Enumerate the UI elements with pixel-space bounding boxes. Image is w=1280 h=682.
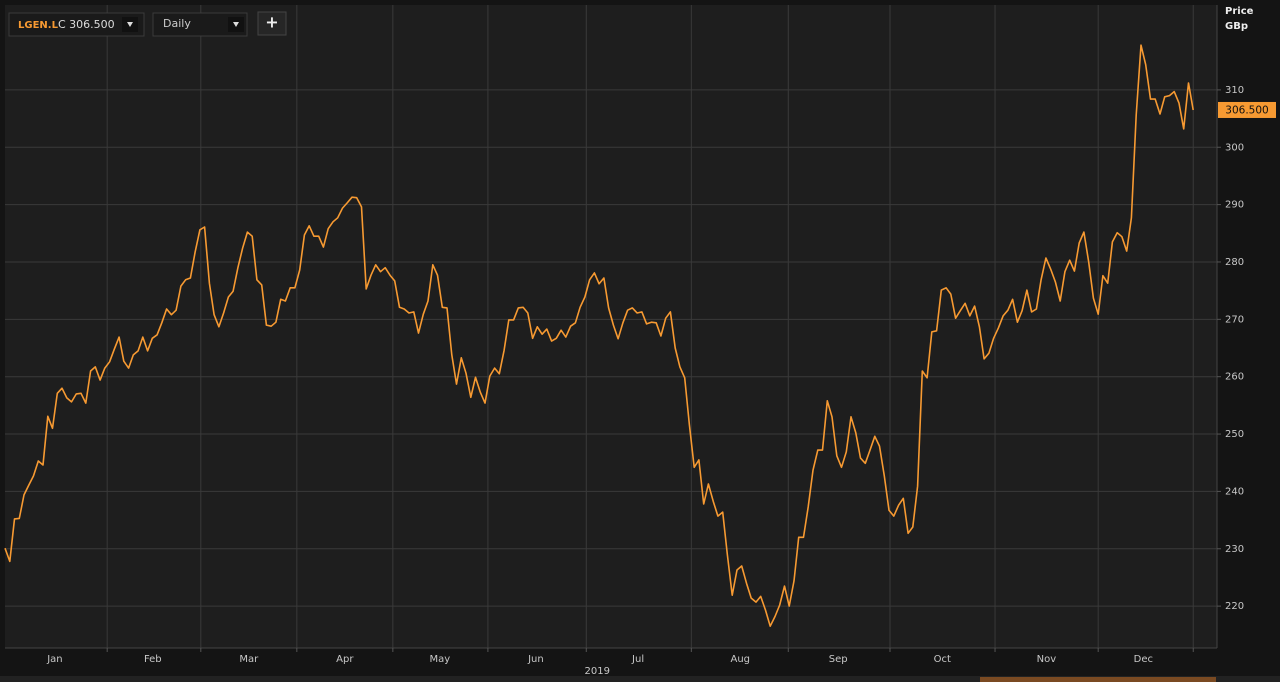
x-axis-label: 2019 <box>584 666 609 677</box>
y-tick-label: 280 <box>1225 257 1244 268</box>
x-tick-label: May <box>430 654 451 665</box>
grid <box>5 5 1217 648</box>
y-axis-title: Price <box>1225 6 1254 17</box>
y-tick-label: 310 <box>1225 85 1244 96</box>
close: C 306.500 <box>58 18 115 31</box>
x-tick-label: Sep <box>829 654 848 665</box>
x-tick-label: Dec <box>1134 654 1153 665</box>
x-tick-label: Oct <box>934 654 951 665</box>
x-tick-label: Feb <box>144 654 162 665</box>
y-tick-label: 240 <box>1225 486 1244 497</box>
add-label: + <box>265 13 278 32</box>
y-tick-label: 270 <box>1225 314 1244 325</box>
interval: Daily <box>163 17 191 30</box>
x-tick-label: Aug <box>731 654 751 665</box>
dropdown-arrow <box>233 22 239 27</box>
dropdown-arrow <box>127 22 133 27</box>
x-tick-label: Jul <box>631 654 644 665</box>
y-tick-label: 250 <box>1225 429 1244 440</box>
x-tick-label: Mar <box>239 654 259 665</box>
plot-area <box>5 5 1217 648</box>
y-axis-unit: GBp <box>1225 21 1248 32</box>
x-tick-label: Nov <box>1037 654 1057 665</box>
x-tick-label: Apr <box>336 654 354 665</box>
symbol-box[interactable] <box>8 12 145 37</box>
y-tick-label: 230 <box>1225 544 1244 555</box>
y-tick-label: 300 <box>1225 142 1244 153</box>
y-tick-label: 290 <box>1225 200 1244 211</box>
scroll-thumb[interactable] <box>980 677 1216 682</box>
x-tick-label: Jan <box>46 654 62 665</box>
symbol: LGEN.L <box>18 20 59 31</box>
last-price-box <box>1218 101 1276 118</box>
y-tick-label: 220 <box>1225 601 1244 612</box>
scrollbar[interactable] <box>0 676 1280 682</box>
interval-box[interactable] <box>152 12 248 37</box>
price-line <box>4 44 1194 627</box>
last-price-label: 306.500 <box>1225 104 1268 116</box>
y-tick-label: 260 <box>1225 372 1244 383</box>
add-button[interactable] <box>257 11 287 36</box>
x-tick-label: Jun <box>527 654 544 665</box>
